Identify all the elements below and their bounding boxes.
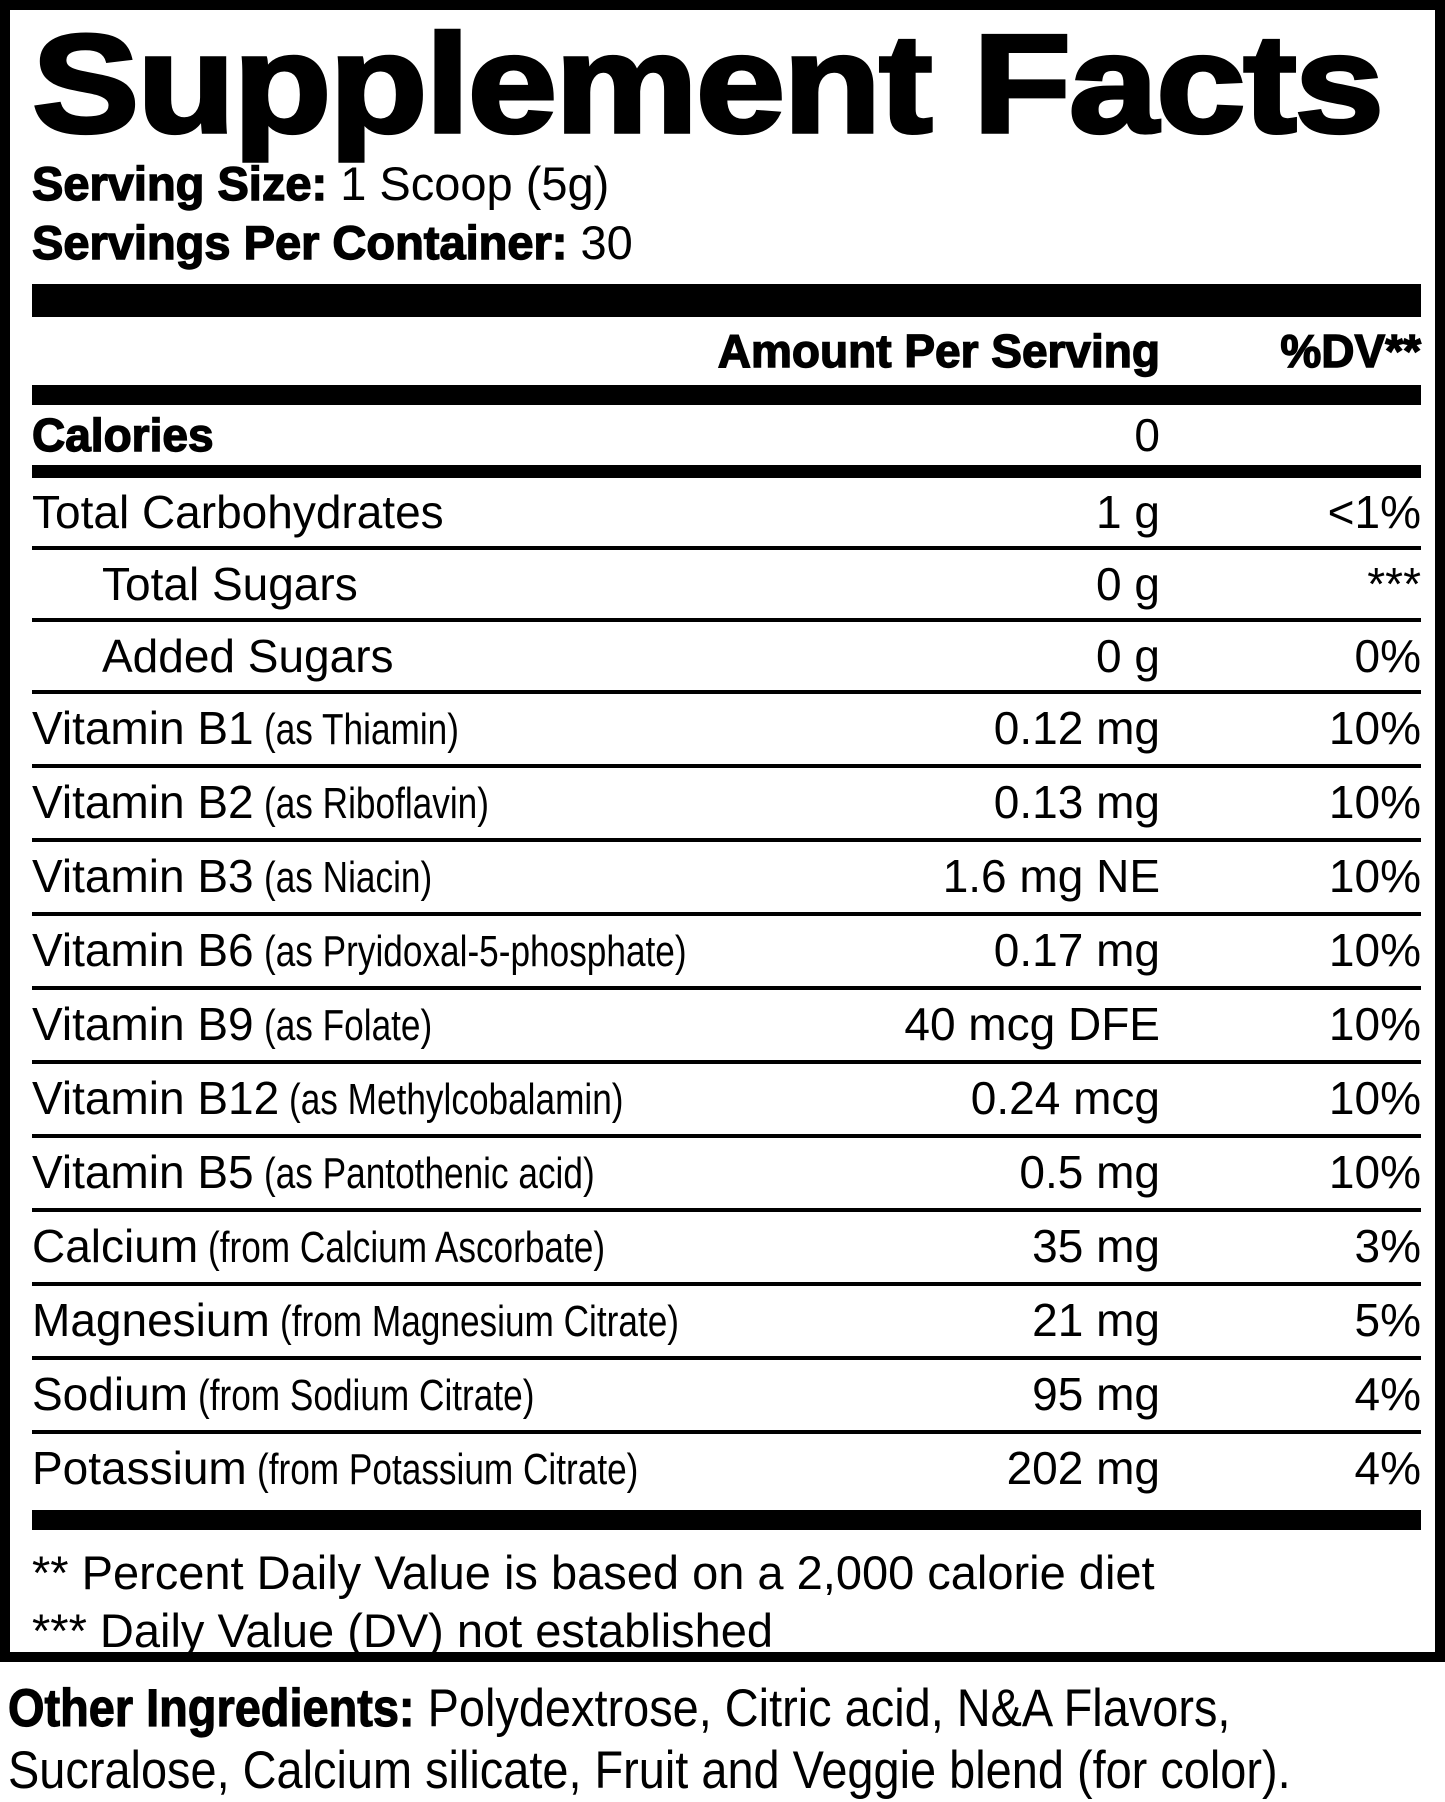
nutrient-row: Total Sugars 0 g ***: [32, 550, 1421, 622]
other-ingredients-label: Other Ingredients:: [7, 1678, 415, 1738]
nutrient-amount: 0: [1134, 409, 1160, 461]
nutrient-row: Calcium (from Calcium Ascorbate) 35 mg 3%: [32, 1212, 1421, 1286]
nutrient-dv: 4%: [1354, 1368, 1421, 1420]
nutrient-dv: 10%: [1328, 1072, 1421, 1124]
nutrient-amount: 0.17 mg: [993, 924, 1160, 976]
nutrient-row: Vitamin B6 (as Pryidoxal-5-phosphate) 0.1…: [32, 916, 1421, 990]
footnotes: ** Percent Daily Value is based on a 2,0…: [32, 1544, 1421, 1657]
nutrient-name: Vitamin B1 (as Thiamin): [32, 702, 459, 754]
other-ingredients-text-1: Polydextrose, Citric acid, N&A Flavors,: [414, 1679, 1231, 1738]
nutrient-amount: 0 g: [1096, 558, 1160, 610]
nutrient-row: Vitamin B2 (as Riboflavin) 0.13 mg 10%: [32, 768, 1421, 842]
nutrient-name: Calories: [31, 408, 214, 461]
nutrient-amount: 95 mg: [1032, 1368, 1160, 1420]
nutrient-dv: ***: [1367, 558, 1421, 610]
nutrient-amount: 0.13 mg: [993, 776, 1160, 828]
other-ingredients-line-1: Other Ingredients: Polydextrose, Citric …: [7, 1678, 1280, 1740]
nutrient-table: Total Carbohydrates 1 g <1% Total Sugars…: [32, 478, 1421, 1504]
other-ingredients-line-2: Sucralose, Calcium silicate, Fruit and V…: [8, 1740, 1291, 1802]
footnote-dv-basis: ** Percent Daily Value is based on a 2,0…: [32, 1546, 1155, 1599]
nutrient-row: Vitamin B5 (as Pantothenic acid) 0.5 mg 1…: [32, 1138, 1421, 1212]
nutrient-row: Total Carbohydrates 1 g <1%: [32, 478, 1421, 550]
nutrient-amount: 0.12 mg: [993, 702, 1160, 754]
nutrient-row: Magnesium (from Magnesium Citrate) 21 mg …: [32, 1286, 1421, 1360]
nutrient-amount: 1.6 mg NE: [942, 850, 1160, 902]
nutrient-amount: 202 mg: [1006, 1442, 1160, 1494]
nutrient-amount: 0.24 mcg: [970, 1072, 1160, 1124]
nutrient-name: Calcium (from Calcium Ascorbate): [32, 1220, 606, 1272]
servings-per-container-value: 30: [567, 216, 633, 269]
other-ingredients-text-2: Sucralose, Calcium silicate, Fruit and V…: [8, 1741, 1291, 1800]
nutrient-dv: <1%: [1327, 486, 1421, 538]
nutrient-dv: 10%: [1328, 1146, 1421, 1198]
nutrient-row: Added Sugars 0 g 0%: [32, 622, 1421, 694]
nutrient-amount: 21 mg: [1032, 1294, 1160, 1346]
nutrient-name: Potassium (from Potassium Citrate): [32, 1442, 639, 1494]
nutrient-dv: 4%: [1354, 1442, 1421, 1494]
nutrient-name: Vitamin B3 (as Niacin): [32, 850, 432, 902]
nutrient-dv: 10%: [1328, 850, 1421, 902]
nutrient-name: Vitamin B5 (as Pantothenic acid): [32, 1146, 595, 1198]
nutrient-row: Vitamin B9 (as Folate) 40 mcg DFE 10%: [32, 990, 1421, 1064]
nutrient-amount: 35 mg: [1032, 1220, 1160, 1272]
other-ingredients: Other Ingredients: Polydextrose, Citric …: [0, 1678, 1445, 1802]
divider-bar-bottom: [32, 1510, 1421, 1530]
amount-column-header: Amount Per Serving: [717, 324, 1161, 377]
nutrient-amount: 40 mcg DFE: [904, 998, 1160, 1050]
serving-size-label: Serving Size:: [31, 156, 328, 210]
divider-bar-medium: [32, 385, 1421, 405]
footnote-dv-not-established: *** Daily Value (DV) not established: [32, 1604, 774, 1657]
nutrient-dv: 3%: [1354, 1220, 1421, 1272]
nutrient-dv: 5%: [1354, 1294, 1421, 1346]
servings-per-container-line: Servings Per Container: 30: [31, 213, 1421, 272]
panel-title: Supplement Facts: [30, 5, 1386, 162]
nutrient-name: Vitamin B2 (as Riboflavin): [32, 776, 489, 828]
nutrient-dv: 10%: [1328, 702, 1421, 754]
nutrient-row: Vitamin B1 (as Thiamin) 0.12 mg 10%: [32, 694, 1421, 768]
divider-bar-thick: [32, 284, 1421, 317]
nutrient-amount: 1 g: [1096, 486, 1160, 538]
nutrient-amount: 0 g: [1096, 630, 1160, 682]
nutrient-row: Vitamin B3 (as Niacin) 1.6 mg NE 10%: [32, 842, 1421, 916]
divider-bar-small: [32, 465, 1421, 478]
nutrient-dv: 10%: [1328, 776, 1421, 828]
nutrient-dv: 10%: [1328, 924, 1421, 976]
nutrient-row: Vitamin B12 (as Methylcobalamin) 0.24 mcg…: [32, 1064, 1421, 1138]
dv-column-header: %DV**: [1280, 324, 1422, 377]
nutrient-dv: 10%: [1328, 998, 1421, 1050]
nutrient-row: Potassium (from Potassium Citrate) 202 mg…: [32, 1434, 1421, 1504]
supplement-facts-panel: Supplement Facts Serving Size: 1 Scoop (…: [0, 0, 1445, 1662]
nutrient-row: Sodium (from Sodium Citrate) 95 mg 4%: [32, 1360, 1421, 1434]
nutrient-name: Added Sugars: [102, 630, 394, 682]
serving-size-line: Serving Size: 1 Scoop (5g): [31, 154, 1421, 213]
serving-size-value: 1 Scoop (5g): [327, 157, 610, 210]
column-header-row: Amount Per Serving %DV**: [32, 317, 1422, 385]
servings-per-container-label: Servings Per Container:: [31, 215, 568, 269]
nutrient-name: Vitamin B6 (as Pryidoxal-5-phosphate): [32, 924, 687, 976]
nutrient-row-calories: Calories 0: [31, 405, 1421, 465]
nutrient-amount: 0.5 mg: [1019, 1146, 1160, 1198]
nutrient-name: Vitamin B9 (as Folate): [32, 998, 432, 1050]
nutrient-name: Total Sugars: [102, 558, 358, 610]
nutrient-name: Sodium (from Sodium Citrate): [32, 1368, 535, 1420]
nutrient-name: Vitamin B12 (as Methylcobalamin): [32, 1072, 624, 1124]
nutrient-name: Magnesium (from Magnesium Citrate): [32, 1294, 679, 1346]
nutrient-dv: 0%: [1354, 630, 1421, 682]
nutrient-name: Total Carbohydrates: [32, 486, 444, 538]
